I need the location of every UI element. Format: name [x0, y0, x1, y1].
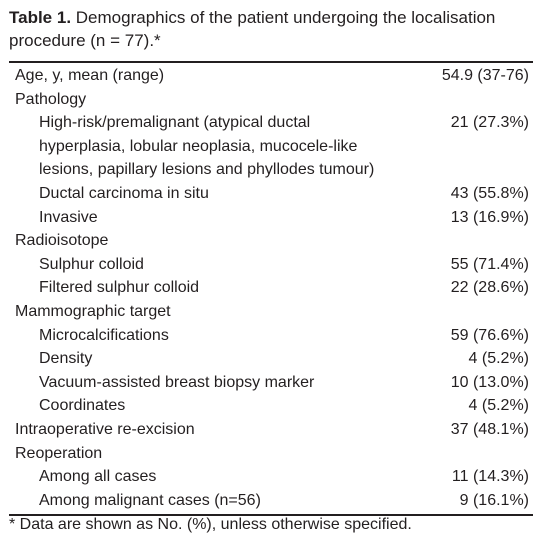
table-row: Pathology	[9, 88, 533, 112]
row-label: High-risk/premalignant (atypical ductal …	[39, 114, 375, 179]
row-value: 4 (5.2%)	[468, 350, 529, 368]
row-label: Invasive	[39, 208, 98, 226]
row-label: Filtered sulphur colloid	[39, 279, 200, 297]
table-row: Intraoperative re-excision 37 (48.1%)	[9, 418, 533, 442]
row-value: 10 (13.0%)	[450, 373, 529, 391]
row-label: Pathology	[15, 90, 87, 108]
row-label: Among all cases	[39, 468, 157, 486]
table-row: Invasive 13 (16.9%)	[9, 206, 533, 230]
caption: Table 1. Demographics of the patient und…	[9, 6, 529, 52]
row-value: 9 (16.1%)	[459, 491, 529, 509]
table-row: High-risk/premalignant (atypical ductal …	[9, 111, 533, 182]
row-value: 21 (27.3%)	[450, 114, 529, 132]
table-row: Radioisotope	[9, 229, 533, 253]
row-value: 22 (28.6%)	[450, 279, 529, 297]
row-value: 59 (76.6%)	[450, 326, 529, 344]
row-label: Density	[39, 350, 93, 368]
table-row: Filtered sulphur colloid 22 (28.6%)	[9, 276, 533, 300]
row-value: 13 (16.9%)	[450, 208, 529, 226]
row-label: Microcalcifications	[39, 326, 169, 344]
row-label: Reoperation	[15, 444, 103, 462]
row-label: Radioisotope	[15, 232, 109, 250]
row-value: 54.9 (37-76)	[441, 67, 529, 84]
row-value: 37 (48.1%)	[450, 420, 529, 438]
row-value: 43 (55.8%)	[450, 184, 529, 202]
table-row: Density 4 (5.2%)	[9, 347, 533, 371]
table-row: Microcalcifications 59 (76.6%)	[9, 324, 533, 348]
table-row: Reoperation	[9, 442, 533, 466]
table-row: Ductal carcinoma in situ 43 (55.8%)	[9, 182, 533, 206]
table-row: Coordinates 4 (5.2%)	[9, 394, 533, 418]
row-label: Intraoperative re-excision	[15, 420, 195, 438]
row-label: Age, y, mean (range)	[15, 67, 165, 84]
row-value: 55 (71.4%)	[450, 255, 529, 273]
row-label: Sulphur colloid	[39, 255, 144, 273]
footnote: * Data are shown as No. (%), unless othe…	[9, 516, 412, 533]
row-label: Ductal carcinoma in situ	[39, 184, 209, 202]
table-row: Age, y, mean (range) 54.9 (37-76)	[9, 64, 533, 88]
table-row: Among all cases 11 (14.3%)	[9, 465, 533, 489]
table-row: Vacuum-assisted breast biopsy marker 10 (…	[9, 371, 533, 395]
row-label: Vacuum-assisted breast biopsy marker	[39, 373, 315, 391]
row-value: 11 (14.3%)	[451, 468, 529, 486]
caption-label: Table 1.	[9, 8, 72, 27]
row-label: Mammographic target	[15, 302, 171, 320]
table-row: Mammographic target	[9, 300, 533, 324]
table: Age, y, mean (range) 54.9 (37-76) Patholog…	[9, 61, 533, 517]
caption-text: Demographics of the patient undergoing t…	[9, 8, 496, 50]
row-label: Coordinates	[39, 397, 126, 415]
table-row: Among malignant cases (n=56) 9 (16.1%)	[9, 489, 533, 513]
row-label: Among malignant cases (n=56)	[39, 491, 261, 509]
row-value: 4 (5.2%)	[468, 397, 529, 415]
table-row: Sulphur colloid 55 (71.4%)	[9, 253, 533, 277]
